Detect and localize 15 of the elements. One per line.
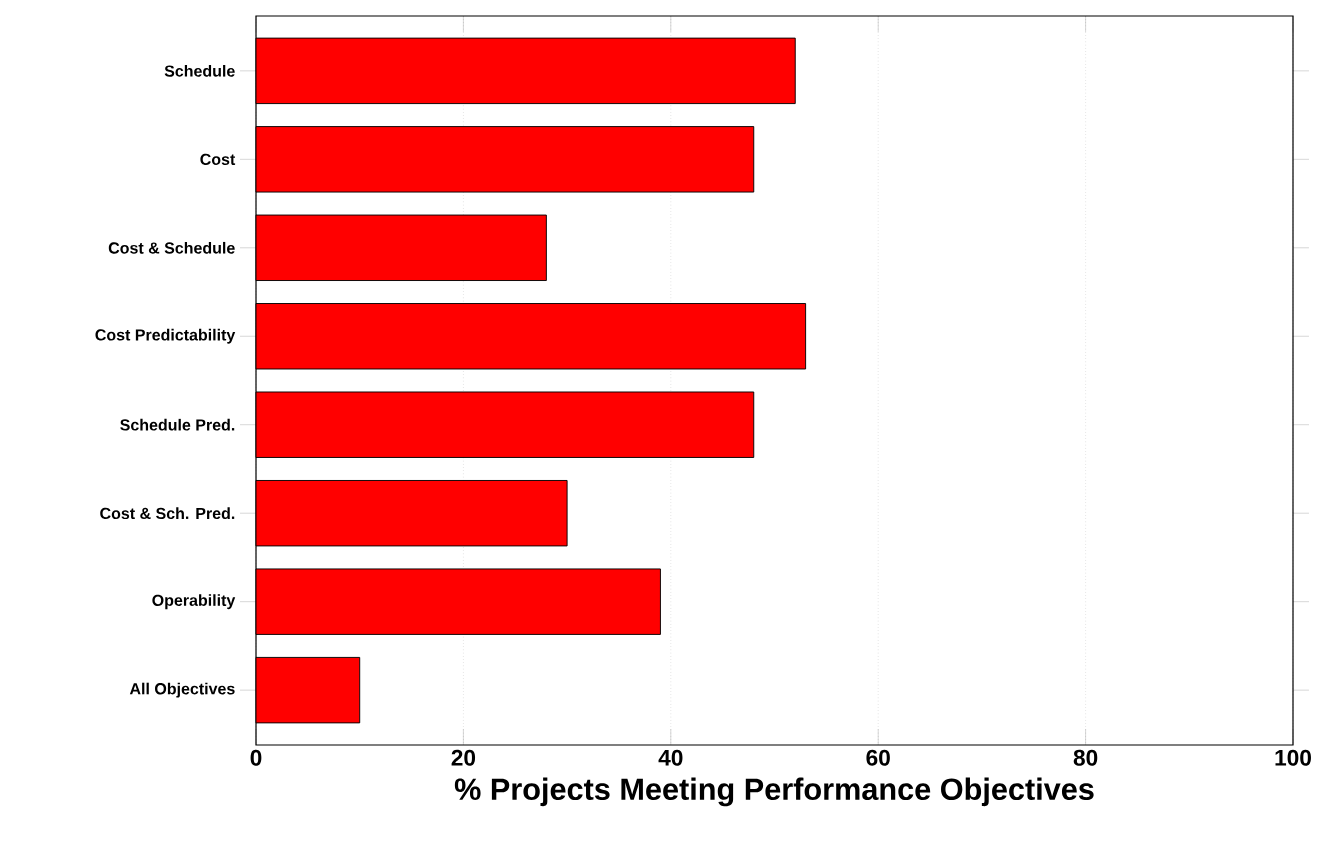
y-tick-label: Cost Predictability — [95, 328, 236, 344]
x-tick-label: 40 — [658, 749, 683, 766]
y-tick-label: Cost & Sch. Pred. — [100, 507, 235, 520]
x-tick-label: 80 — [1073, 749, 1098, 766]
x-tick-label: 0 — [250, 749, 262, 766]
y-tick-label: Cost & Schedule — [108, 241, 235, 254]
y-tick-label: Schedule — [164, 64, 235, 77]
y-tick-label: Cost — [200, 153, 236, 165]
y-tick-label: Schedule Pred. — [120, 418, 235, 431]
y-tick-label: Operability — [152, 594, 236, 610]
x-tick-label: 100 — [1275, 749, 1311, 766]
y-tick-label: All Objectives — [129, 682, 235, 698]
x-axis-title: % Projects Meeting Performance Objectives — [454, 777, 1094, 807]
x-tick-label: 20 — [451, 749, 476, 766]
x-tick-label: 60 — [866, 749, 890, 766]
